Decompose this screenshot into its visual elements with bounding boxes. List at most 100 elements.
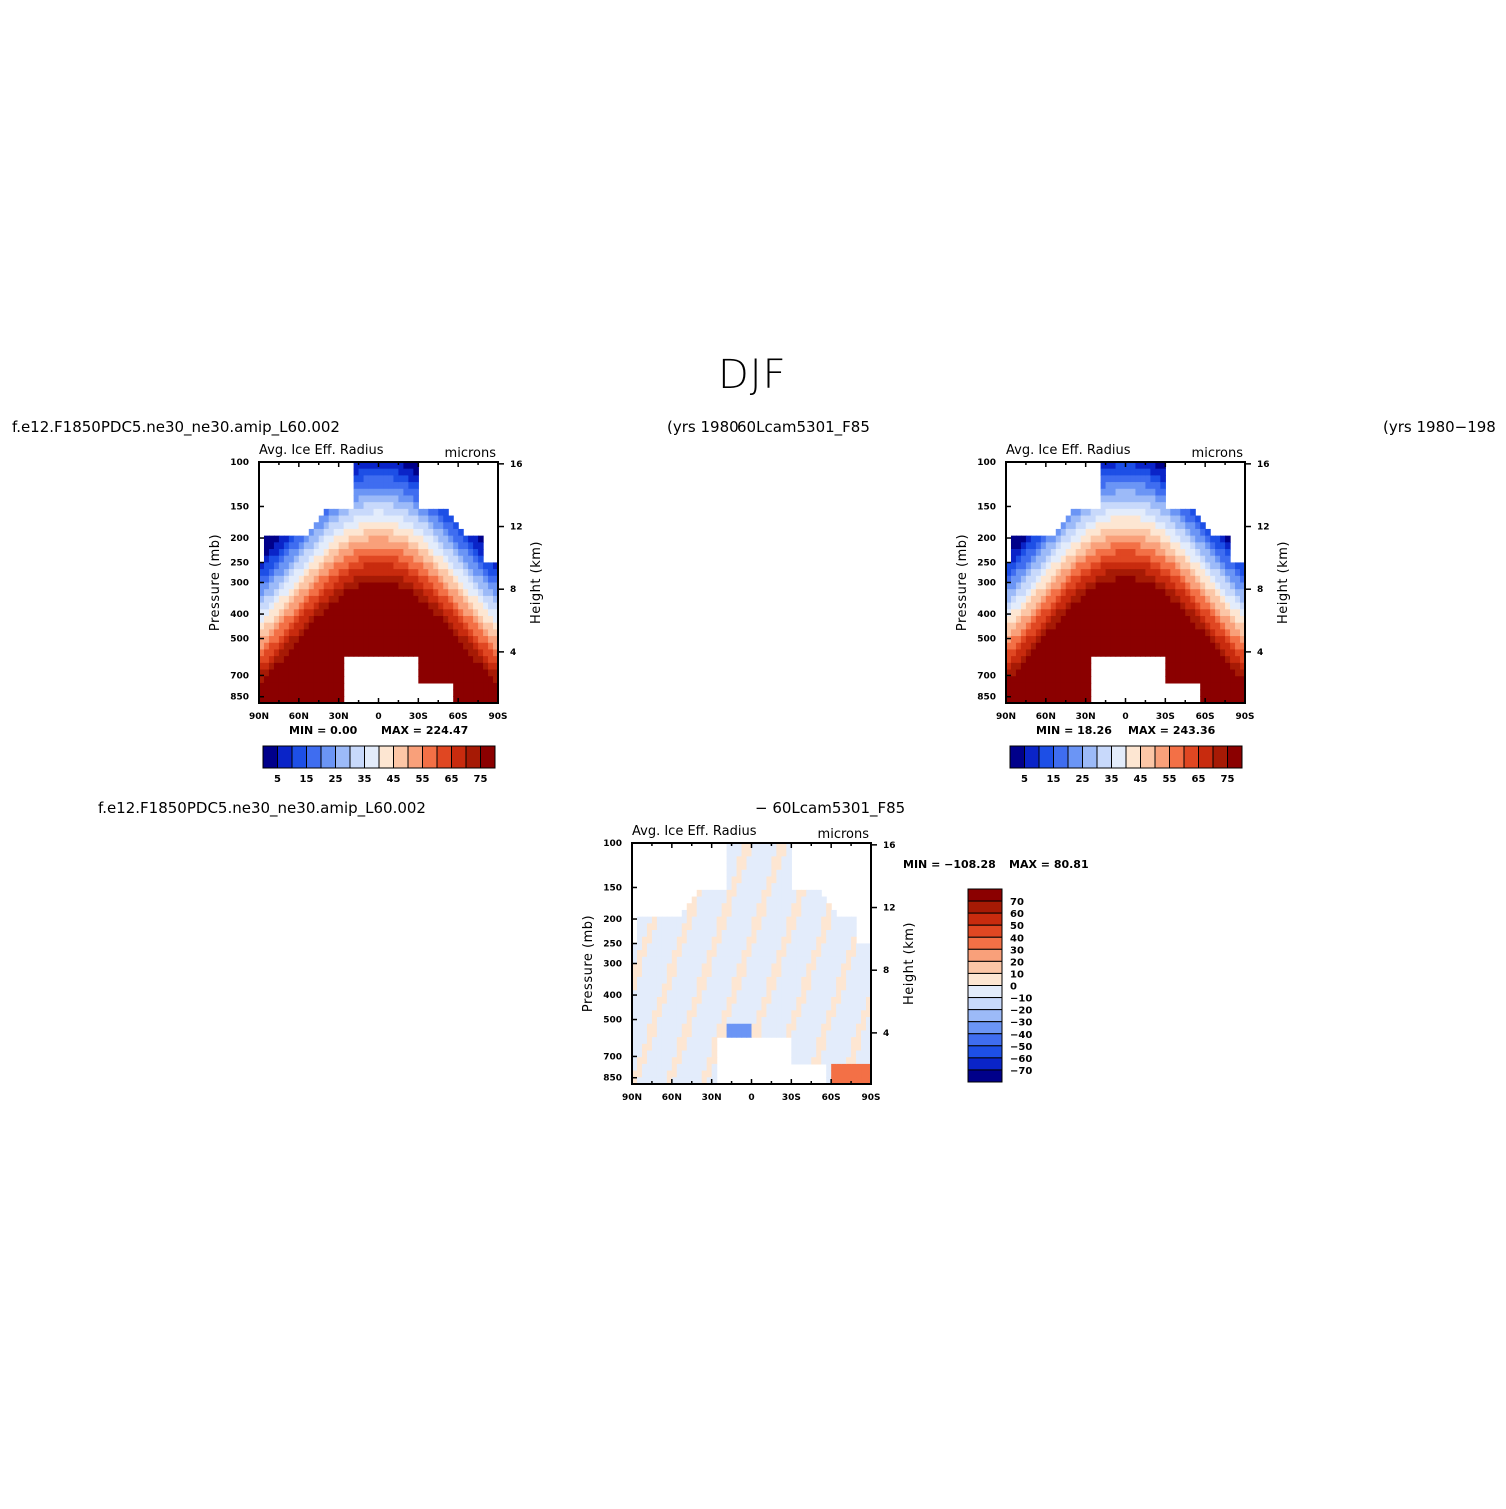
contour-cell bbox=[1220, 575, 1226, 584]
contour-cell bbox=[468, 609, 474, 617]
contour-cell bbox=[1205, 575, 1211, 584]
contour-cell bbox=[288, 535, 295, 543]
contour-cell bbox=[1155, 495, 1161, 503]
contour-cell bbox=[1225, 549, 1231, 557]
contour-cell bbox=[1195, 569, 1201, 577]
contour-cell bbox=[1025, 602, 1032, 610]
contour-cell bbox=[821, 1050, 827, 1058]
contour-cell bbox=[268, 609, 275, 617]
contour-cell bbox=[711, 1050, 718, 1058]
contour-cell bbox=[338, 582, 345, 590]
contour-cell bbox=[1170, 609, 1176, 617]
contour-cell bbox=[1185, 589, 1191, 597]
contour-cell bbox=[1080, 522, 1087, 530]
contour-cell bbox=[1045, 629, 1052, 637]
contour-cell bbox=[493, 642, 499, 651]
contour-cell bbox=[298, 676, 305, 684]
contour-cell bbox=[756, 869, 763, 878]
contour-cell bbox=[1040, 609, 1047, 617]
contour-cell bbox=[1155, 582, 1161, 590]
contour-cell bbox=[1055, 542, 1062, 550]
contour-cell bbox=[1015, 582, 1022, 590]
contour-cell bbox=[1130, 569, 1137, 577]
contour-cell bbox=[263, 682, 270, 691]
colorbar-swatch bbox=[1169, 745, 1185, 769]
contour-cell bbox=[453, 542, 459, 550]
contour-cell bbox=[1220, 689, 1226, 697]
contour-cell bbox=[283, 636, 290, 644]
contour-cell bbox=[696, 1057, 703, 1065]
contour-cell bbox=[866, 976, 872, 985]
contour-cell bbox=[458, 549, 464, 557]
contour-cell bbox=[1035, 669, 1042, 677]
contour-cell bbox=[278, 682, 285, 691]
contour-cell bbox=[283, 676, 290, 684]
contour-cell bbox=[428, 676, 434, 684]
contour-cell bbox=[861, 1043, 867, 1052]
contour-cell bbox=[368, 475, 375, 483]
contour-cell bbox=[443, 602, 449, 610]
contour-cell bbox=[418, 528, 424, 537]
contour-cell bbox=[696, 930, 703, 938]
contour-cell bbox=[1210, 629, 1216, 637]
contour-cell bbox=[398, 549, 404, 557]
contour-cell bbox=[766, 1023, 773, 1032]
contour-cell bbox=[398, 535, 404, 543]
contour-cell bbox=[671, 930, 678, 938]
contour-cell bbox=[746, 889, 753, 898]
contour-cell bbox=[736, 1023, 743, 1032]
contour-cell bbox=[831, 963, 837, 971]
contour-cell bbox=[756, 1030, 763, 1038]
contour-cell bbox=[1205, 542, 1211, 550]
contour-cell bbox=[751, 876, 758, 884]
contour-cell bbox=[1120, 488, 1127, 497]
contour-cell bbox=[1115, 622, 1122, 630]
contour-cell bbox=[358, 522, 365, 530]
contour-cell bbox=[741, 956, 748, 965]
contour-cell bbox=[656, 990, 663, 998]
contour-cell bbox=[826, 1010, 832, 1018]
contour-cell bbox=[383, 462, 390, 470]
contour-cell bbox=[701, 1003, 708, 1011]
contour-cell bbox=[323, 562, 330, 570]
contour-cell bbox=[1070, 656, 1077, 664]
contour-cell bbox=[443, 508, 449, 517]
contour-cell bbox=[1190, 522, 1196, 530]
x-tick-label: 60N bbox=[1036, 712, 1056, 722]
contour-cell bbox=[1165, 629, 1171, 637]
contour-cell bbox=[468, 555, 474, 564]
contour-cell bbox=[786, 849, 792, 857]
contour-cell bbox=[1150, 522, 1156, 530]
contour-cell bbox=[348, 562, 355, 570]
case-name-diff-left: f.e12.F1850PDC5.ne30_ne30.amip_L60.002 bbox=[98, 799, 426, 817]
contour-cell bbox=[293, 575, 300, 584]
contour-cell bbox=[721, 896, 728, 904]
contour-cell bbox=[1225, 569, 1231, 577]
contour-cell bbox=[1065, 615, 1072, 624]
contour-cell bbox=[1045, 642, 1052, 651]
contour-cell bbox=[1120, 495, 1127, 503]
contour-cell bbox=[468, 542, 474, 550]
contour-cell bbox=[473, 682, 479, 691]
contour-cell bbox=[1110, 642, 1117, 651]
contour-cell bbox=[408, 569, 414, 577]
contour-cell bbox=[308, 622, 315, 630]
contour-cell bbox=[811, 1037, 817, 1045]
contour-cell bbox=[1015, 535, 1022, 543]
contour-cell bbox=[806, 990, 812, 998]
contour-cell bbox=[1100, 555, 1107, 564]
contour-cell bbox=[1115, 482, 1122, 490]
contour-cell bbox=[776, 963, 782, 971]
contour-cell bbox=[846, 1070, 852, 1078]
contour-cell bbox=[1230, 676, 1236, 684]
contour-cell bbox=[1120, 602, 1127, 610]
contour-cell bbox=[288, 589, 295, 597]
contour-cell bbox=[716, 963, 723, 971]
x-tick-label: 0 bbox=[748, 1093, 754, 1103]
contour-cell bbox=[1065, 562, 1072, 570]
colorbar-swatch bbox=[291, 745, 307, 769]
contour-cell bbox=[1035, 562, 1042, 570]
contour-cell bbox=[1190, 676, 1196, 684]
contour-cell bbox=[671, 976, 678, 985]
contour-cell bbox=[786, 956, 792, 965]
